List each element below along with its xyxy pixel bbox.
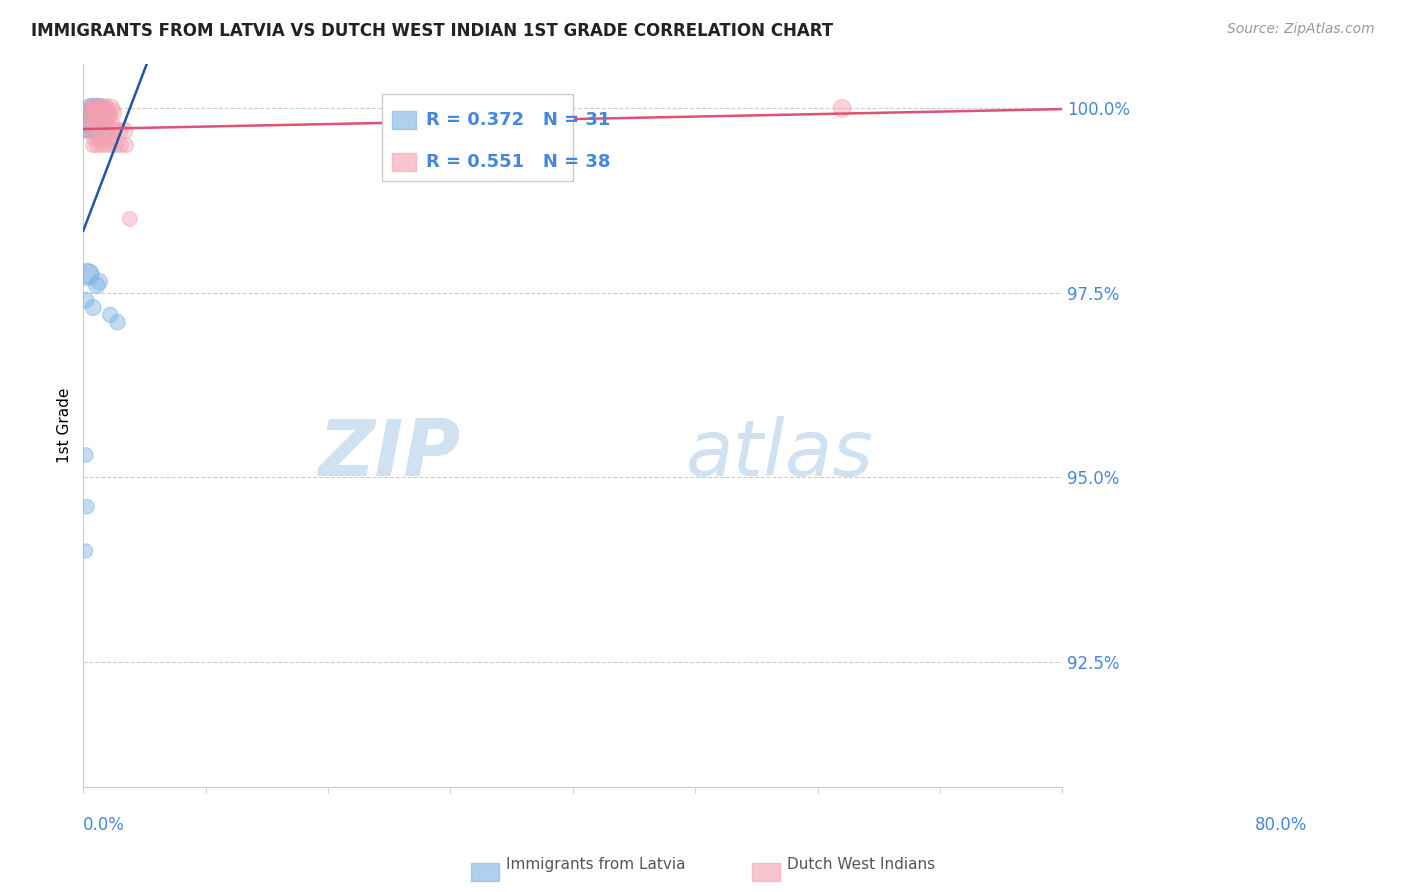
Point [98, 109, 121, 123]
Point [100, 138, 122, 153]
Point [96, 138, 118, 153]
Point [96, 123, 118, 137]
Point [82, 123, 104, 137]
Text: 0.0%: 0.0% [83, 816, 125, 834]
Point [79, 123, 101, 137]
Point [82, 138, 104, 153]
Point [83, 105, 105, 120]
Point [82, 301, 104, 315]
Text: R = 0.551   N = 38: R = 0.551 N = 38 [426, 153, 610, 171]
Point [80, 105, 103, 120]
Point [94, 101, 117, 115]
Point [84, 105, 107, 120]
FancyBboxPatch shape [382, 95, 572, 181]
Text: ZIP: ZIP [318, 417, 460, 492]
Point [89, 116, 111, 130]
Point [82, 109, 104, 123]
Point [98, 308, 121, 322]
Point [79, 101, 101, 115]
Point [75, 448, 97, 462]
Point [79, 116, 101, 130]
Point [79, 109, 101, 123]
Point [84, 101, 107, 115]
Point [91, 101, 114, 115]
Point [86, 105, 108, 120]
Point [76, 267, 98, 281]
Point [110, 138, 132, 153]
Point [76, 500, 98, 514]
Text: R = 0.372   N = 31: R = 0.372 N = 31 [426, 112, 610, 129]
Point [89, 131, 111, 145]
Point [83, 131, 105, 145]
Point [84, 123, 107, 137]
Point [89, 275, 111, 289]
Point [114, 123, 136, 137]
Point [831, 101, 853, 115]
FancyBboxPatch shape [392, 112, 416, 129]
Point [101, 105, 124, 120]
Point [105, 138, 128, 153]
Text: 80.0%: 80.0% [1254, 816, 1308, 834]
Text: Dutch West Indians: Dutch West Indians [787, 857, 935, 872]
Point [98, 131, 121, 145]
Y-axis label: 1st Grade: 1st Grade [58, 388, 72, 463]
Point [90, 116, 112, 130]
Point [79, 267, 101, 281]
Point [89, 105, 111, 120]
Point [86, 278, 108, 293]
Point [77, 105, 100, 120]
Point [94, 116, 117, 130]
Point [75, 123, 97, 137]
Point [87, 109, 110, 123]
Point [103, 123, 125, 137]
Point [115, 138, 138, 153]
Point [89, 101, 111, 115]
Text: Immigrants from Latvia: Immigrants from Latvia [506, 857, 686, 872]
Text: atlas: atlas [685, 417, 873, 492]
Point [79, 123, 101, 137]
Point [82, 101, 104, 115]
Point [75, 544, 97, 558]
Point [93, 116, 115, 130]
Point [91, 109, 114, 123]
Point [98, 101, 121, 115]
Point [75, 293, 97, 307]
Point [118, 211, 141, 226]
Point [93, 131, 115, 145]
Point [96, 105, 118, 120]
Point [79, 105, 101, 120]
Point [90, 105, 112, 120]
Text: IMMIGRANTS FROM LATVIA VS DUTCH WEST INDIAN 1ST GRADE CORRELATION CHART: IMMIGRANTS FROM LATVIA VS DUTCH WEST IND… [31, 22, 834, 40]
Point [104, 123, 127, 137]
Point [89, 101, 111, 115]
Point [76, 109, 98, 123]
Point [80, 101, 103, 115]
Point [86, 138, 108, 153]
FancyBboxPatch shape [392, 153, 416, 171]
Point [100, 116, 122, 130]
Text: Source: ZipAtlas.com: Source: ZipAtlas.com [1227, 22, 1375, 37]
Point [107, 315, 129, 329]
Point [84, 116, 107, 130]
Point [108, 123, 131, 137]
Point [80, 116, 103, 130]
Point [86, 101, 108, 115]
Point [90, 138, 112, 153]
